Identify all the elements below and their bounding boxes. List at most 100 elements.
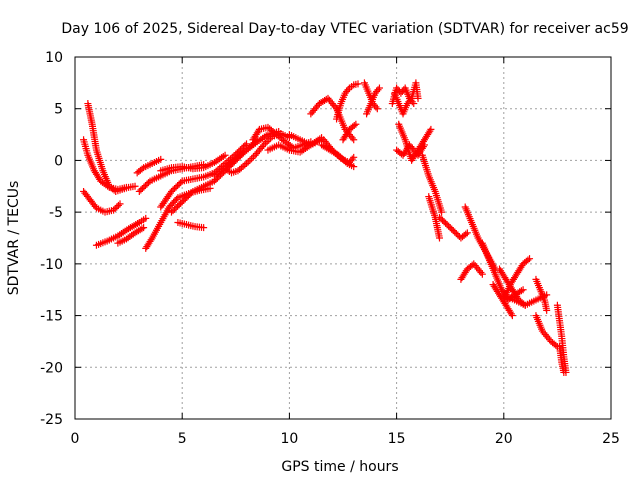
data-point — [114, 201, 122, 209]
y-tick-label: 0 — [54, 153, 63, 169]
data-point — [322, 95, 330, 103]
data-point — [373, 105, 381, 113]
data-point — [265, 136, 273, 144]
data-point — [463, 229, 471, 237]
data-point — [200, 161, 208, 169]
data-point — [478, 270, 486, 278]
data-point — [410, 100, 418, 108]
data-point — [451, 228, 459, 236]
data-point — [171, 185, 179, 193]
chart-title: Day 106 of 2025, Sidereal Day-to-day VTE… — [61, 21, 628, 37]
data-point — [375, 84, 383, 92]
data-point — [186, 190, 194, 198]
data-point — [147, 236, 155, 244]
data-point — [446, 224, 454, 232]
data-point — [167, 187, 175, 195]
y-tick-label: -20 — [40, 360, 63, 376]
data-point — [241, 161, 249, 169]
data-point — [157, 155, 165, 163]
data-point — [187, 189, 195, 197]
data-point — [406, 96, 414, 104]
x-tick-label: 15 — [388, 431, 406, 447]
data-point — [116, 200, 124, 208]
x-tick-label: 25 — [602, 431, 620, 447]
data-point — [552, 341, 560, 349]
data-point — [330, 148, 338, 156]
data-point — [440, 218, 448, 226]
data-point — [560, 368, 568, 376]
data-point — [169, 207, 177, 215]
x-axis-label: GPS time / hours — [281, 459, 398, 475]
data-point — [350, 136, 358, 144]
data-point — [175, 180, 183, 188]
data-point — [244, 158, 252, 166]
data-point — [135, 187, 143, 195]
x-tick-label: 10 — [280, 431, 298, 447]
data-point — [543, 291, 551, 299]
data-point — [437, 215, 445, 223]
data-point — [350, 163, 358, 171]
x-tick-label: 5 — [178, 431, 187, 447]
data-point — [175, 201, 183, 209]
data-point — [477, 268, 485, 276]
data-point — [327, 144, 335, 152]
data-point — [180, 196, 188, 204]
data-point — [443, 221, 451, 229]
y-tick-label: -25 — [40, 412, 63, 428]
data-point — [344, 86, 352, 94]
data-point — [526, 255, 534, 263]
data-point — [335, 153, 343, 161]
data-point — [350, 122, 358, 130]
data-point — [439, 216, 447, 224]
data-point — [177, 179, 185, 187]
data-point — [348, 134, 356, 142]
data-point — [174, 182, 182, 190]
data-point — [131, 182, 139, 190]
y-tick-label: -15 — [40, 309, 63, 325]
data-point — [331, 103, 339, 111]
y-tick-label: 10 — [45, 50, 63, 66]
data-point — [354, 80, 362, 88]
data-point — [454, 231, 462, 239]
data-point — [524, 256, 532, 264]
data-point — [184, 192, 192, 200]
data-point — [438, 208, 446, 216]
data-point — [142, 214, 150, 222]
plot-frame — [74, 56, 612, 420]
data-point — [332, 149, 340, 157]
data-point — [138, 225, 146, 233]
data-point — [249, 153, 257, 161]
data-point — [350, 153, 358, 161]
data-point — [352, 120, 360, 128]
data-point — [517, 287, 525, 295]
data-point — [140, 183, 148, 191]
data-point — [141, 182, 149, 190]
data-point — [171, 205, 179, 213]
data-point — [177, 199, 185, 207]
data-point — [143, 180, 151, 188]
data-point — [138, 185, 146, 193]
data-point — [174, 202, 182, 210]
data-point — [333, 151, 341, 159]
data-point — [172, 204, 180, 212]
data-point — [137, 186, 145, 194]
data-point — [543, 306, 551, 314]
axis-ticks: 0 5 10 15 20 25 -25 -20 -15 -10 -5 0 5 10 — [40, 50, 620, 447]
data-point — [426, 127, 434, 135]
data-point — [200, 224, 208, 232]
data-point — [263, 138, 271, 146]
y-tick-label: 5 — [54, 102, 63, 118]
y-axis-label: SDTVAR / TECUs — [6, 181, 22, 296]
data-point — [172, 183, 180, 191]
data-point — [138, 165, 146, 173]
data-point — [167, 208, 175, 216]
data-point — [462, 230, 470, 238]
data-point — [169, 186, 177, 194]
data-point — [508, 312, 516, 320]
data-point — [449, 227, 457, 235]
data-point — [113, 203, 121, 211]
data-point — [181, 195, 189, 203]
data-point — [435, 234, 443, 242]
data-point — [427, 125, 435, 133]
data-point — [110, 206, 118, 214]
